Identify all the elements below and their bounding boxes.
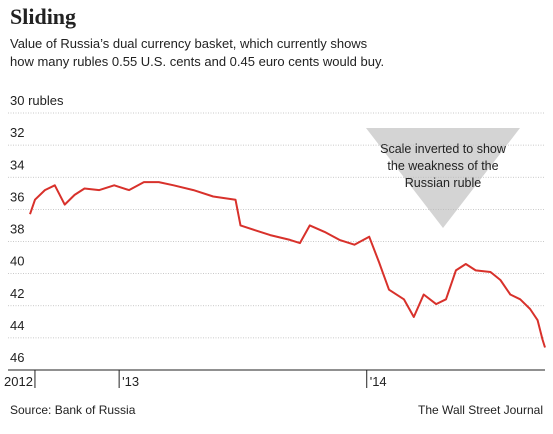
- subtitle: how many rubles 0.55 U.S. cents and 0.45…: [10, 54, 384, 69]
- annotation: Scale inverted to show: [380, 142, 507, 156]
- annotation: the weakness of the: [387, 159, 498, 173]
- y-tick-label: 40: [10, 254, 24, 269]
- credit: The Wall Street Journal: [418, 403, 543, 417]
- annotation-triangle: [366, 128, 520, 228]
- subtitle: Value of Russia’s dual currency basket, …: [10, 36, 368, 51]
- x-tick-label: '13: [122, 374, 139, 389]
- source: Source: Bank of Russia: [10, 403, 136, 417]
- annotation: Russian ruble: [405, 176, 481, 190]
- y-tick-label: 42: [10, 286, 24, 301]
- x-tick-label: 2012: [4, 374, 33, 389]
- chart-title: Sliding: [10, 4, 76, 29]
- y-tick-label: 38: [10, 222, 24, 237]
- y-tick-label: 44: [10, 318, 24, 333]
- y-tick-label: 32: [10, 125, 24, 140]
- x-tick-label: '14: [370, 374, 387, 389]
- y-tick-label: 36: [10, 189, 24, 204]
- y-tick-label: 46: [10, 350, 24, 365]
- line: [29, 181, 546, 348]
- y-tick-label: 34: [10, 157, 24, 172]
- y-tick-label: 30 rubles: [10, 93, 64, 108]
